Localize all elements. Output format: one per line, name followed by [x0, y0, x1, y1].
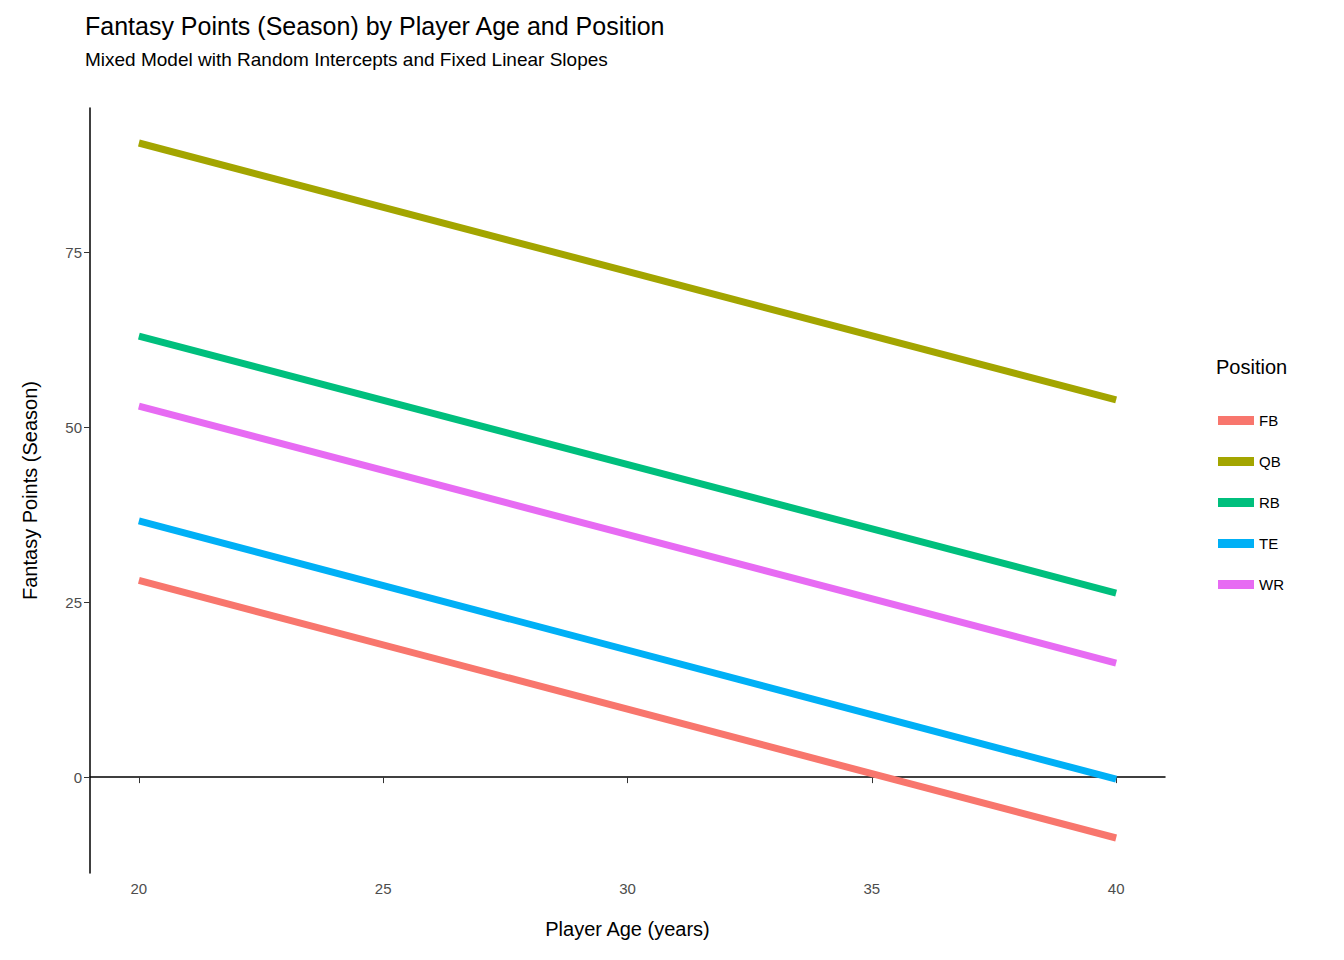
svg-text:50: 50	[65, 419, 82, 436]
svg-text:FB: FB	[1259, 412, 1278, 429]
svg-text:Position: Position	[1216, 356, 1287, 378]
svg-text:25: 25	[375, 880, 392, 897]
svg-text:Fantasy Points (Season): Fantasy Points (Season)	[19, 381, 41, 600]
svg-text:40: 40	[1108, 880, 1125, 897]
svg-text:WR: WR	[1259, 576, 1284, 593]
svg-text:20: 20	[131, 880, 148, 897]
svg-text:75: 75	[65, 244, 82, 261]
svg-text:25: 25	[65, 594, 82, 611]
svg-text:0: 0	[74, 769, 82, 786]
svg-text:QB: QB	[1259, 453, 1281, 470]
svg-text:35: 35	[863, 880, 880, 897]
svg-text:Mixed Model with Random Interc: Mixed Model with Random Intercepts and F…	[85, 49, 608, 70]
svg-text:30: 30	[619, 880, 636, 897]
svg-text:Player Age (years): Player Age (years)	[545, 918, 710, 940]
svg-text:TE: TE	[1259, 535, 1278, 552]
svg-text:RB: RB	[1259, 494, 1280, 511]
svg-text:Fantasy Points (Season) by Pla: Fantasy Points (Season) by Player Age an…	[85, 12, 665, 40]
